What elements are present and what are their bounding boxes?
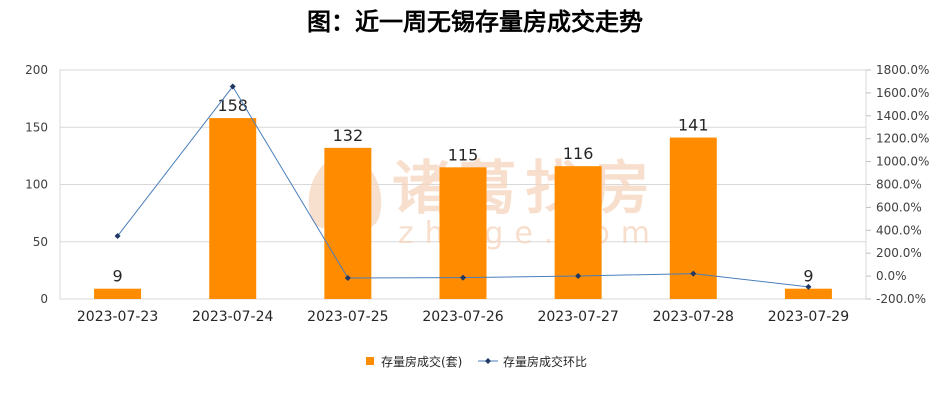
y-tick-label: 100 [25, 178, 48, 192]
chart-title: 图：近一周无锡存量房成交走势 [307, 8, 643, 36]
legend-label-bar: 存量房成交(套) [381, 354, 462, 369]
watermark-brand: 诸葛找房 [392, 154, 650, 222]
data-label: 116 [563, 144, 594, 163]
y2-tick-label: 800.0% [876, 178, 922, 192]
y2-tick-label: 600.0% [876, 200, 922, 214]
x-tick-label: 2023-07-25 [307, 309, 388, 325]
bar [554, 166, 602, 299]
data-label: 115 [448, 145, 479, 164]
line-point [344, 274, 351, 281]
x-axis: 2023-07-23 2023-07-24 2023-07-25 2023-07-26… [77, 309, 849, 325]
y-tick-label: 150 [25, 120, 48, 134]
y2-tick-label: 200.0% [876, 246, 922, 260]
bar [324, 147, 372, 299]
legend: 存量房成交(套) 存量房成交环比 [366, 354, 587, 369]
line-point [229, 83, 236, 90]
data-label: 9 [803, 267, 813, 286]
y-tick-label: 50 [33, 235, 48, 249]
bar [209, 118, 257, 299]
x-tick-label: 2023-07-26 [422, 309, 503, 325]
line-series [114, 83, 812, 290]
data-label: 141 [678, 116, 709, 135]
bar [94, 288, 142, 299]
x-tick-label: 2023-07-24 [192, 309, 273, 325]
line-point [460, 274, 466, 281]
bar [784, 288, 832, 299]
y2-tick-label: 1800.0% [876, 63, 929, 77]
data-label: 132 [333, 126, 364, 145]
y-tick-label: 0 [40, 292, 48, 306]
line-point [690, 270, 697, 277]
y2-tick-label: 1400.0% [876, 109, 929, 123]
line-point [575, 272, 582, 279]
y2-tick-label: 1200.0% [876, 132, 929, 146]
legend-bar-swatch [366, 357, 374, 365]
y2-tick-label: 1000.0% [876, 155, 929, 169]
y2-tick-label: 400.0% [876, 223, 922, 237]
legend-label-line: 存量房成交环比 [503, 354, 587, 369]
x-tick-label: 2023-07-28 [653, 309, 734, 325]
legend-diamond-marker [485, 358, 491, 364]
x-tick-label: 2023-07-23 [77, 309, 158, 325]
data-label: 158 [217, 96, 248, 115]
line-point [114, 233, 121, 240]
x-tick-label: 2023-07-27 [537, 309, 618, 325]
x-tick-label: 2023-07-29 [768, 309, 849, 325]
bar-series: 9 158 132 115 116 141 9 [94, 96, 832, 299]
y2-tick-label: 0.0% [876, 269, 907, 283]
y-axis-left: 0 50 100 150 200 [25, 63, 48, 306]
line-point [805, 283, 812, 290]
y2-tick-label: -200.0% [876, 292, 926, 306]
y-tick-label: 200 [25, 63, 48, 77]
data-label: 9 [112, 267, 122, 286]
y2-tick-label: 1600.0% [876, 86, 929, 100]
y-axis-right: -200.0% 0.0% 200.0% 400.0% 600.0% 800.0% 1000.… [866, 63, 929, 306]
